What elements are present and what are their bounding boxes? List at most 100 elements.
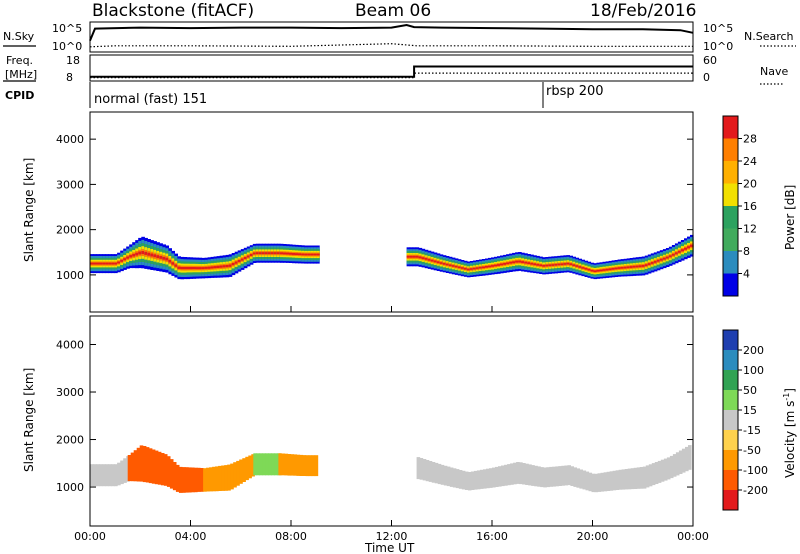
power-cell	[542, 265, 546, 267]
power-cell	[225, 265, 230, 268]
velocity-cell	[145, 447, 150, 483]
velocity-cell	[645, 465, 650, 488]
power-cell	[171, 262, 175, 265]
velocity-cell	[669, 455, 674, 479]
velocity-cell	[470, 471, 475, 490]
velocity-cell	[516, 462, 520, 484]
velocity-colorbar-swatch	[723, 490, 738, 511]
power-cell	[120, 259, 124, 262]
velocity-cell	[672, 454, 677, 477]
velocity-cell	[290, 454, 295, 476]
power-cell	[680, 249, 685, 252]
velocity-colorbar-ticks: 200 100 50 15 -15 -50 -100 -200	[738, 344, 768, 497]
power-ytick-label: 2000	[56, 224, 84, 237]
velocity-cell	[203, 468, 207, 492]
velocity-cell	[612, 470, 617, 491]
power-cell	[186, 267, 191, 270]
velocity-cell	[102, 464, 106, 487]
velocity-cell	[573, 467, 577, 487]
velocity-colorbar-swatch	[723, 330, 738, 351]
velocity-cell	[251, 454, 255, 477]
nsky-panel: N.Sky 10^5 10^0 10^5 10^0 N.Search	[3, 21, 796, 53]
velocity-cell	[543, 467, 547, 488]
velocity-cell	[271, 453, 275, 476]
power-cell	[174, 264, 178, 267]
velocity-colorbar-swatch	[723, 410, 738, 431]
nsky-tick-bottom: 10^0	[52, 40, 82, 53]
velocity-cell	[576, 468, 580, 488]
velocity-cell	[555, 466, 559, 487]
velocity-cell	[651, 463, 656, 486]
power-cell	[545, 264, 549, 267]
power-cell	[605, 268, 610, 271]
velocity-ytick-label: 3000	[56, 386, 84, 399]
velocity-cell	[567, 465, 571, 486]
velocity-cell	[495, 466, 499, 487]
velocity-cell	[299, 454, 304, 476]
velocity-cell	[627, 468, 632, 490]
velocity-cell	[142, 446, 147, 483]
power-cell	[111, 262, 115, 265]
time-tick-label: 04:00	[175, 530, 207, 543]
velocity-colorbar-tick-label: -50	[743, 444, 761, 457]
velocity-yaxis: 1000 2000 3000 4000	[56, 339, 693, 494]
velocity-cell	[259, 453, 263, 476]
power-colorbar-tick-label: 16	[743, 200, 757, 213]
power-cell	[518, 260, 522, 263]
velocity-cell	[314, 455, 319, 477]
velocity-cell	[274, 453, 278, 476]
power-colorbar-tick-label: 20	[743, 178, 757, 191]
velocity-cell	[188, 467, 192, 493]
nsearch-label: N.Search	[744, 30, 794, 43]
velocity-cell	[660, 459, 665, 482]
velocity-cell	[278, 453, 282, 476]
power-cell	[644, 264, 649, 267]
power-cell	[641, 265, 646, 267]
power-cell	[292, 253, 296, 255]
power-cell	[454, 265, 459, 268]
velocity-cell	[467, 472, 472, 491]
velocity-cell	[648, 464, 653, 487]
freq-line	[90, 65, 693, 78]
power-cell	[463, 268, 468, 270]
velocity-cell	[624, 469, 629, 490]
power-colorbar-swatches	[723, 116, 738, 297]
velocity-cell	[675, 452, 680, 476]
velocity-cell	[163, 454, 168, 486]
velocity-cell	[127, 455, 132, 482]
power-cell	[93, 262, 97, 265]
velocity-cell	[585, 471, 590, 491]
power-ytick-label: 1000	[56, 269, 84, 282]
power-cell	[647, 263, 652, 265]
velocity-cell	[591, 473, 596, 493]
power-cell	[213, 266, 218, 269]
power-cell	[252, 252, 257, 255]
power-colorbar-ticks: 28 24 20 16 12 8 4	[738, 133, 757, 281]
power-cell	[270, 252, 275, 255]
velocity-cell	[473, 470, 478, 490]
power-cell	[433, 260, 438, 263]
velocity-cell	[311, 455, 316, 477]
velocity-colorbar-swatches	[723, 330, 738, 511]
power-cell	[165, 257, 169, 261]
velocity-colorbar-tick-label: 50	[743, 384, 757, 397]
velocity-cell	[443, 465, 448, 486]
power-cell	[602, 269, 607, 271]
velocity-cell	[446, 466, 451, 487]
date-title: 18/Feb/2016	[590, 1, 696, 21]
velocity-ytick-label: 2000	[56, 434, 84, 447]
velocity-cell	[688, 445, 692, 470]
power-cell	[183, 267, 188, 270]
velocity-cell	[657, 460, 662, 483]
velocity-cell	[206, 467, 210, 492]
power-cell	[439, 262, 444, 264]
velocity-colorbar-label: Velocity [m s-1]	[782, 388, 797, 478]
power-cell	[442, 263, 447, 265]
velocity-cell	[242, 458, 246, 482]
power-colorbar-swatch	[723, 206, 738, 229]
power-cell	[587, 268, 592, 271]
power-cell	[635, 265, 640, 268]
power-colorbar-swatch	[723, 251, 738, 274]
freq-frame	[89, 54, 694, 82]
